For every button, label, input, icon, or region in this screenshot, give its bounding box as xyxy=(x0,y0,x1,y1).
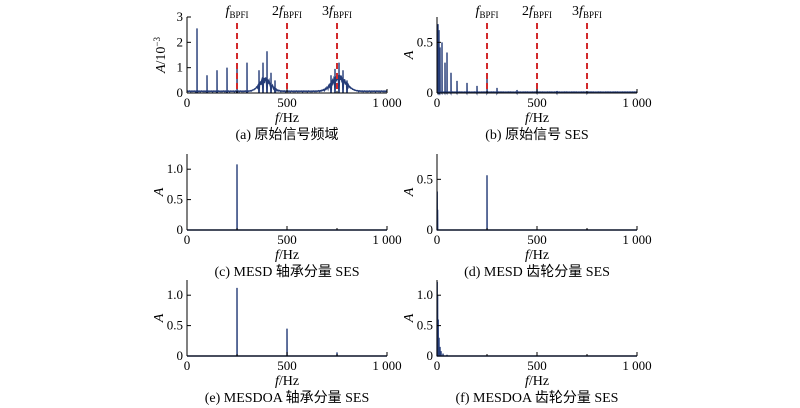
x-tick-label: 500 xyxy=(527,358,547,373)
x-tick-label: 0 xyxy=(434,95,441,110)
bpfi-marker-label: 2fBPFI xyxy=(272,4,302,20)
x-tick-label: 500 xyxy=(277,232,297,247)
y-axis-label: A xyxy=(152,187,167,197)
y-tick-label: 0 xyxy=(427,222,434,237)
y-tick-label: 2 xyxy=(177,34,184,49)
panel-caption: (c) MESD 轴承分量 SES xyxy=(214,264,359,280)
y-tick-label: 0.5 xyxy=(417,34,433,49)
panel-a: 0 500 1 000 0 1 2 3 f/Hz A/10−3 fBPFI 2fBPFI 3fBPFI… xyxy=(152,4,402,143)
panel-c: 0 500 1 000 0 0.5 1.0 f/Hz A (c) MESD 轴承分量 SES xyxy=(152,154,402,280)
y-tick-label: 3 xyxy=(177,9,184,24)
y-tick-label: 0.5 xyxy=(417,171,433,186)
y-tick-label: 1.0 xyxy=(417,287,433,302)
bpfi-marker-label: 2fBPFI xyxy=(522,4,552,20)
y-axis-label: A xyxy=(402,313,417,323)
x-tick-label: 500 xyxy=(527,95,547,110)
y-tick-label: 0.5 xyxy=(167,318,183,333)
x-tick-label: 1 000 xyxy=(372,358,401,373)
y-axis-label: A xyxy=(152,313,167,323)
x-tick-label: 500 xyxy=(277,358,297,373)
series-line xyxy=(436,281,637,357)
x-tick-label: 0 xyxy=(434,358,441,373)
x-axis-label: f/Hz xyxy=(525,248,549,263)
y-tick-label: 0 xyxy=(177,222,184,237)
x-axis-label: f/Hz xyxy=(525,374,549,389)
y-tick-label: 1.0 xyxy=(167,287,183,302)
panel-caption: (e) MESDOA 轴承分量 SES xyxy=(205,390,370,406)
y-tick-label: 0.5 xyxy=(417,318,433,333)
x-axis-label: f/Hz xyxy=(525,111,549,126)
panel-f: 0 500 1 000 0 0.5 1.0 f/Hz A (f) MESDOA 齿轮分量 SES xyxy=(402,280,652,406)
y-tick-label: 1.0 xyxy=(167,161,183,176)
x-tick-label: 1 000 xyxy=(622,232,651,247)
series-line xyxy=(187,287,387,357)
panel-caption: (f) MESDOA 齿轮分量 SES xyxy=(456,390,619,406)
y-tick-label: 0.5 xyxy=(167,192,183,207)
x-tick-label: 500 xyxy=(527,232,547,247)
y-axis-label: A xyxy=(402,187,417,197)
y-tick-label: 1 xyxy=(177,60,184,75)
x-axis-label: f/Hz xyxy=(275,248,299,263)
y-tick-label: 0 xyxy=(177,348,184,363)
x-tick-label: 0 xyxy=(434,232,441,247)
y-tick-label: 0 xyxy=(427,85,434,100)
x-tick-label: 0 xyxy=(184,358,191,373)
series-line xyxy=(436,24,638,96)
bpfi-marker-label: 3fBPFI xyxy=(322,4,352,20)
x-tick-label: 1 000 xyxy=(622,358,651,373)
bpfi-marker-label: 3fBPFI xyxy=(572,4,602,20)
x-tick-label: 0 xyxy=(184,232,191,247)
y-axis-label: A/10−3 xyxy=(152,36,169,74)
x-tick-label: 0 xyxy=(184,95,191,110)
bpfi-marker-label: fBPFI xyxy=(226,4,249,20)
series-line xyxy=(186,28,388,94)
y-axis-label: A xyxy=(402,50,417,60)
y-tick-label: 0 xyxy=(177,85,184,100)
panel-d: 0 500 1 000 0 0.5 f/Hz A (d) MESD 齿轮分量 SES xyxy=(402,154,652,280)
panel-caption: (b) 原始信号 SES xyxy=(485,127,588,143)
panel-e: 0 500 1 000 0 0.5 1.0 f/Hz A (e) MESDOA 轴承分量 SES xyxy=(152,280,402,406)
x-tick-label: 1 000 xyxy=(622,95,651,110)
bpfi-marker-label: fBPFI xyxy=(476,4,499,20)
x-axis-label: f/Hz xyxy=(275,374,299,389)
x-tick-label: 500 xyxy=(277,95,297,110)
x-tick-label: 1 000 xyxy=(372,95,401,110)
panel-caption: (a) 原始信号频域 xyxy=(235,127,338,143)
x-tick-label: 1 000 xyxy=(372,232,401,247)
series-line xyxy=(436,175,637,231)
x-axis-label: f/Hz xyxy=(275,111,299,126)
series-line xyxy=(187,164,387,231)
panel-caption: (d) MESD 齿轮分量 SES xyxy=(464,264,610,280)
y-tick-label: 0 xyxy=(427,348,434,363)
